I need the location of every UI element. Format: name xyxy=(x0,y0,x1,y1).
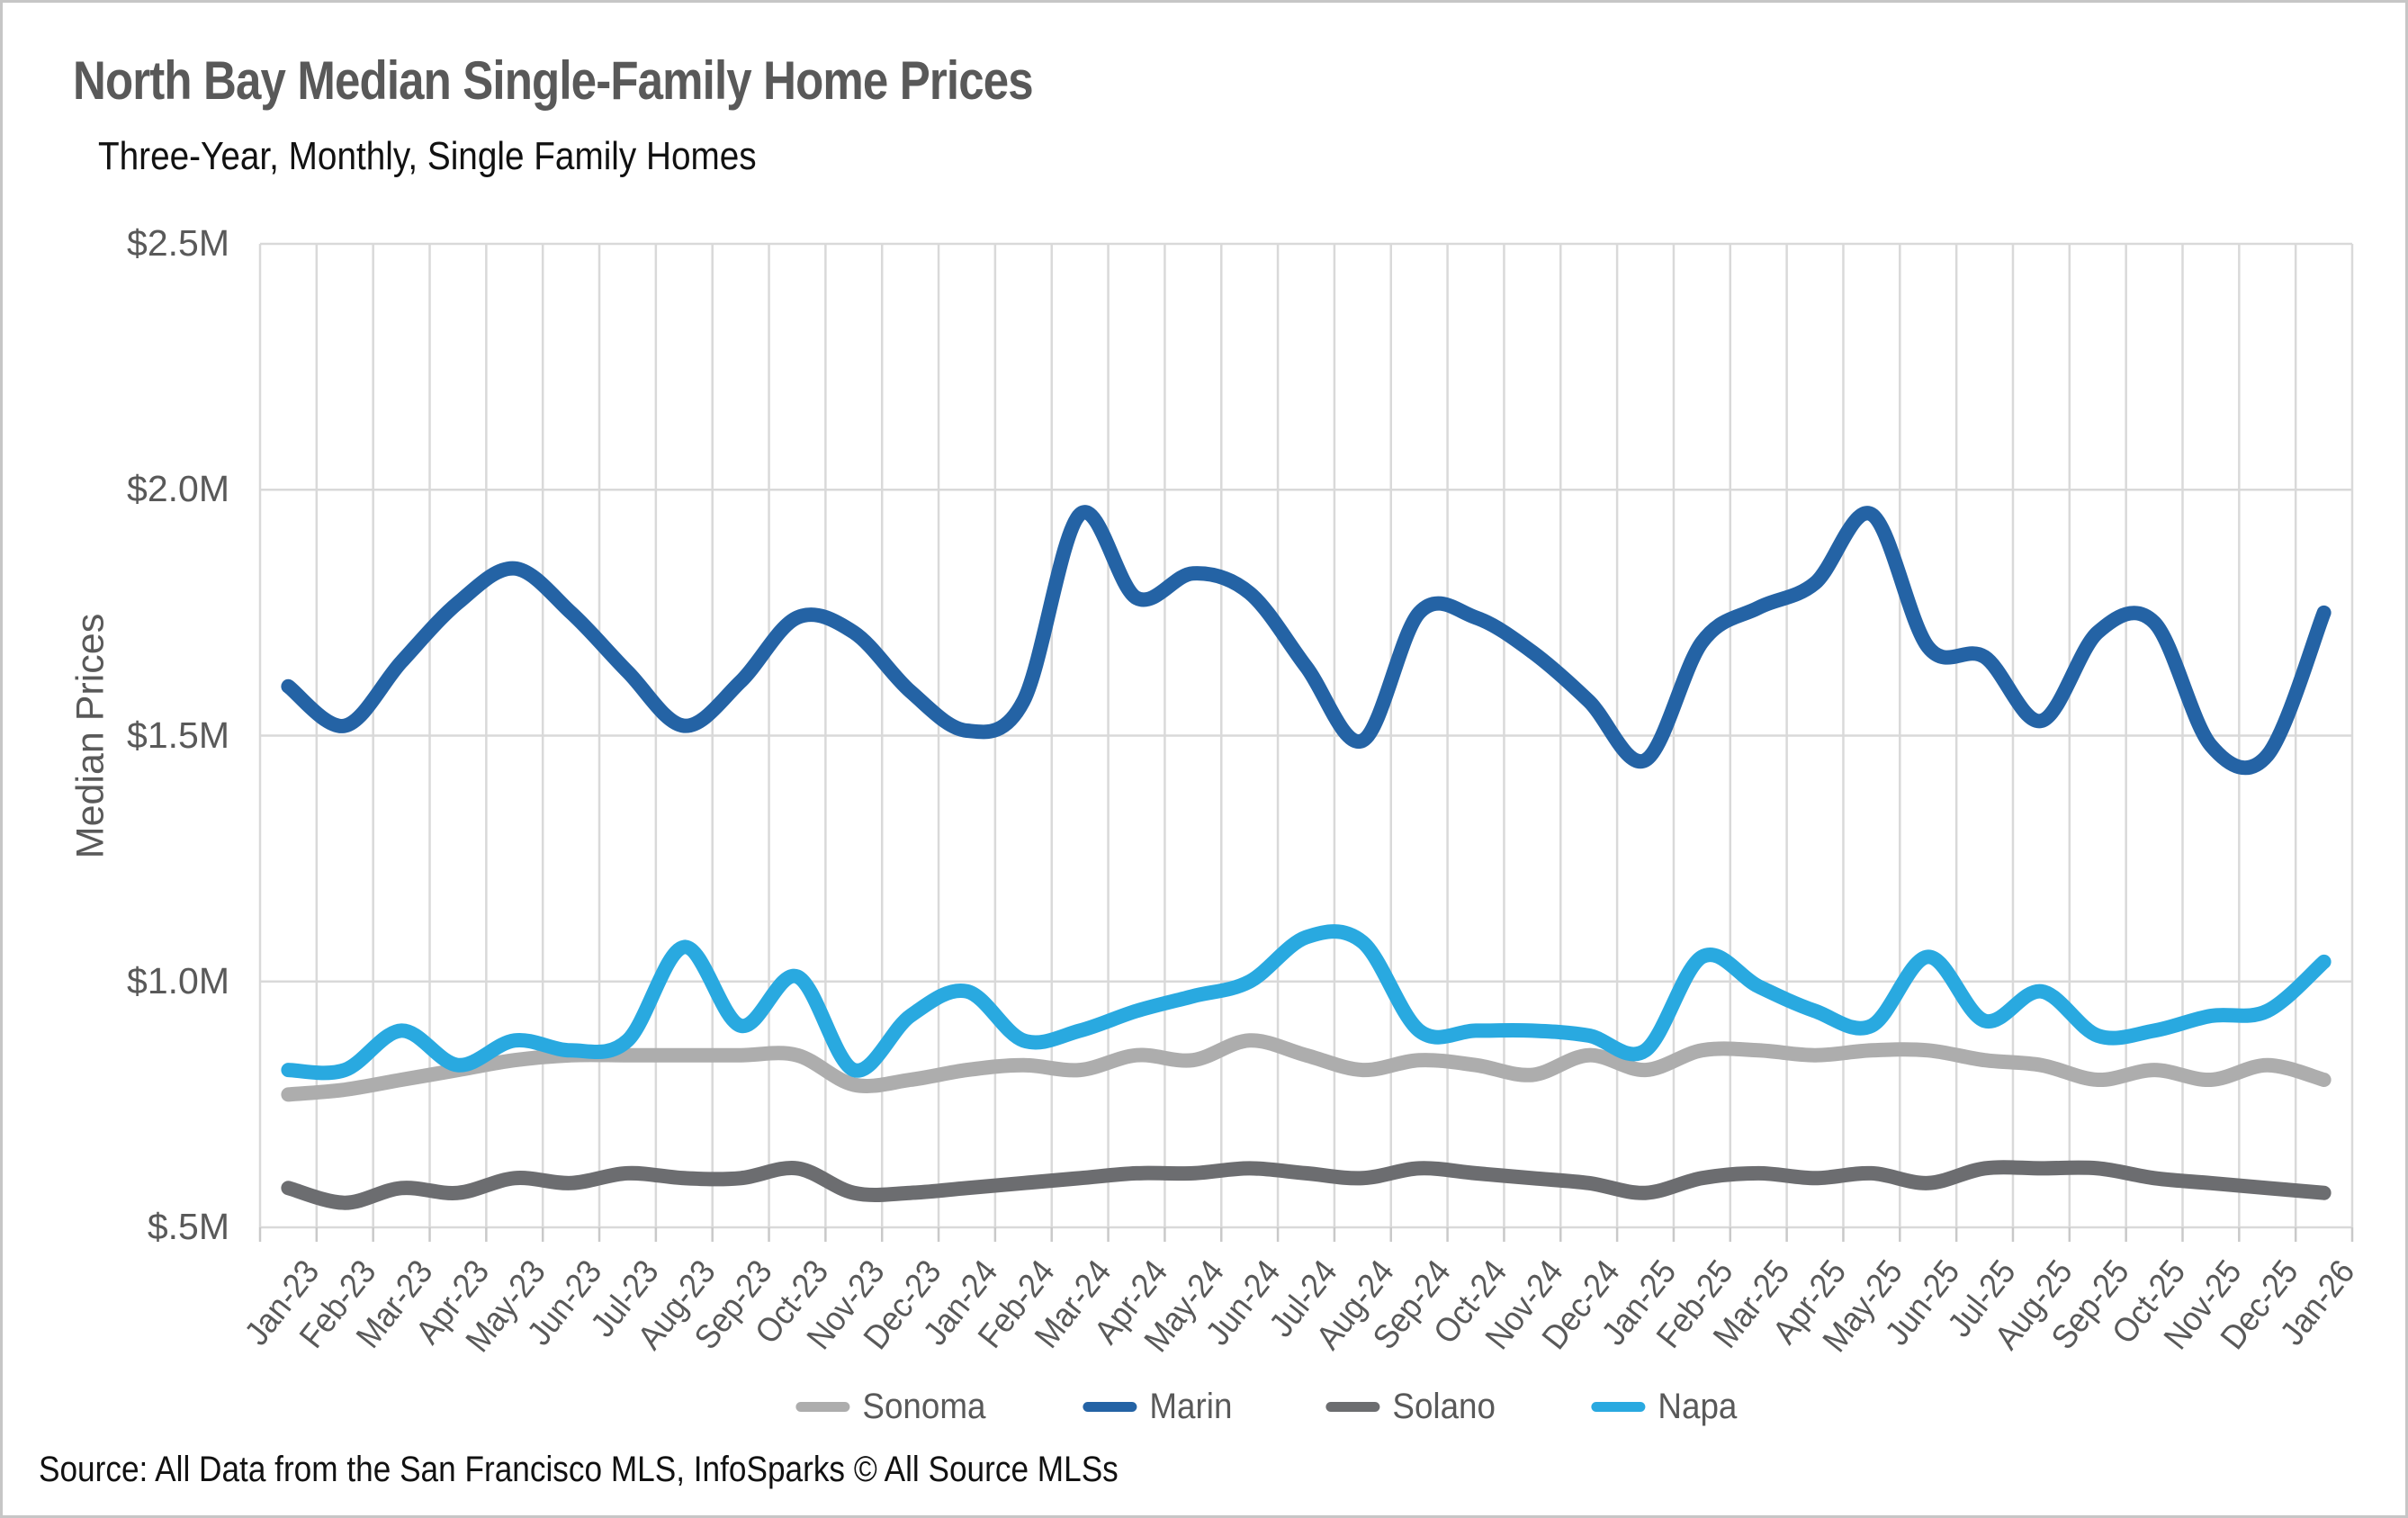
legend-line-swatch-icon xyxy=(1325,1402,1380,1412)
legend-label: Napa xyxy=(1657,1387,1737,1426)
y-tick-label: $1.5M xyxy=(127,714,229,756)
legend-label: Solano xyxy=(1392,1387,1496,1426)
legend-item-sonoma: Sonoma xyxy=(795,1387,996,1427)
legend-item-napa: Napa xyxy=(1590,1387,1744,1427)
legend-item-marin: Marin xyxy=(1083,1387,1239,1427)
y-tick-label: $1.0M xyxy=(127,959,229,1002)
legend-label: Marin xyxy=(1149,1387,1233,1426)
chart-title: North Bay Median Single-Family Home Pric… xyxy=(73,50,1034,111)
legend-label: Sonoma xyxy=(862,1387,986,1426)
y-tick-label: $2.5M xyxy=(127,222,229,264)
chart-plot-area xyxy=(258,242,2354,1242)
legend-line-swatch-icon xyxy=(1083,1402,1137,1412)
source-note: Source: All Data from the San Francisco … xyxy=(39,1450,1119,1489)
legend-line-swatch-icon xyxy=(795,1402,850,1412)
series-line-marin xyxy=(281,505,2332,776)
series-line-solano xyxy=(281,1160,2332,1210)
y-tick-label: $2.0M xyxy=(127,468,229,510)
series-line-napa xyxy=(281,924,2332,1081)
gridlines xyxy=(258,242,2354,1242)
chart-legend: Sonoma Marin Solano Napa xyxy=(795,1387,1743,1427)
legend-item-solano: Solano xyxy=(1325,1387,1505,1427)
chart-subtitle: Three-Year, Monthly, Single Family Homes xyxy=(98,134,757,178)
series-line-sonoma xyxy=(281,1033,2332,1102)
legend-line-swatch-icon xyxy=(1590,1402,1645,1412)
y-tick-label: $.5M xyxy=(147,1206,229,1247)
